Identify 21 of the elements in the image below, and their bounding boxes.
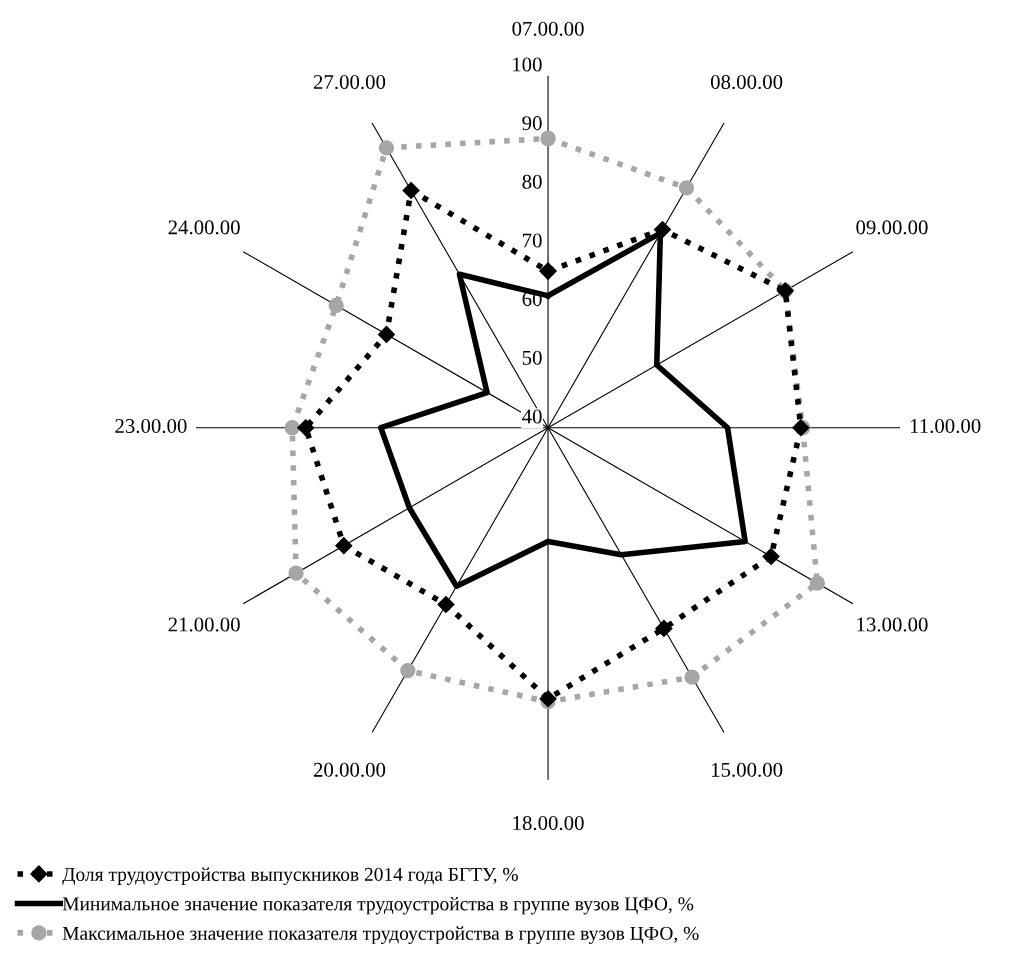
y-tick-label: 40 (522, 409, 542, 424)
y-tick-label: 80 (522, 174, 542, 189)
legend-label: Минимальное значение показателя трудоустройства в группе вузов ЦФО, % (62, 896, 694, 915)
spoke-label: 18.00.00 (513, 816, 584, 831)
spoke-label: 11.00.00 (910, 418, 981, 434)
spoke-label: 27.00.00 (313, 74, 386, 90)
spoke-label: 24.00.00 (168, 220, 240, 235)
spoke-label: 07.00.00 (512, 21, 584, 36)
legend-label: Максимальное значение показателя трудоустройства в группе вузов ЦФО, % (62, 926, 699, 944)
y-tick-label: 70 (523, 233, 542, 248)
spoke-label: 13.00.00 (857, 617, 928, 632)
spoke-label: 15.00.00 (711, 762, 783, 777)
y-tick-label: 50 (522, 350, 542, 365)
spoke-label: 09.00.00 (856, 220, 928, 235)
y-tick-label: 100 (513, 57, 542, 72)
spoke-label: 23.00.00 (115, 418, 187, 434)
spoke-label: 21.00.00 (168, 617, 240, 632)
y-tick-label: 90 (522, 116, 542, 131)
spoke-label: 08.00.00 (710, 74, 783, 90)
spoke-label: 20.00.00 (313, 762, 386, 777)
legend-label: Доля трудоустройства выпускников 2014 года БГТУ, % (62, 867, 518, 885)
